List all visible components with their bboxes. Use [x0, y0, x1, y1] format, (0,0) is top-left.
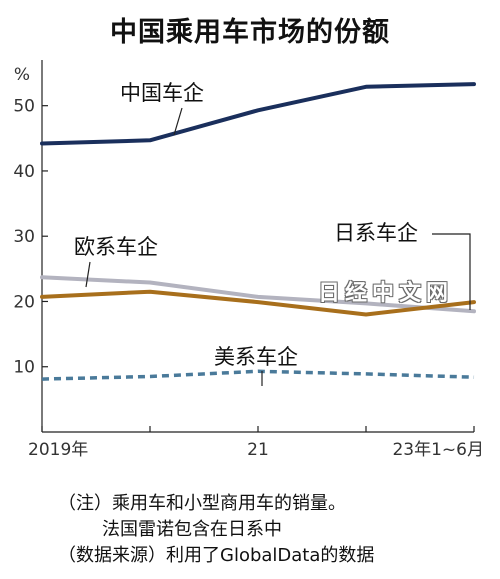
series-label-3-leader: [432, 233, 471, 310]
footnote-note-continued: 法国雷诺包含在日系中: [102, 519, 282, 540]
series-label-4: 美系车企: [214, 345, 298, 369]
y-tick-label: 30: [13, 227, 35, 247]
series-label-3: 日系车企: [334, 221, 418, 245]
series-line-4: [41, 369, 475, 381]
footnote-source: （数据来源）利用了GlobalData的数据: [58, 545, 375, 566]
y-tick-label: 50: [13, 97, 35, 117]
y-tick-label: 20: [13, 292, 35, 312]
x-tick-label: 2019年: [28, 440, 88, 460]
watermark-logo: 日经中文网: [318, 281, 454, 306]
series-line-1: [40, 82, 476, 146]
series-label-2-leader: [85, 261, 91, 288]
series-label-1-leader: [173, 107, 183, 136]
series-label-2: 欧系车企: [74, 235, 158, 259]
x-tick-label: 23年1~6月: [392, 440, 484, 460]
chart-title: 中国乘用车市场的份额: [110, 17, 390, 48]
series-label-1: 中国车企: [120, 81, 204, 105]
footnote-note: （注）乘用车和小型商用车的销量。: [58, 493, 346, 514]
y-tick-label: 10: [13, 358, 35, 378]
x-tick-label: 21: [247, 440, 269, 460]
chart-series: [40, 82, 476, 381]
y-axis-unit: %: [14, 65, 30, 85]
y-tick-label: 40: [13, 162, 35, 182]
chart-axes: 10 20 30 40 50% 2019年 21 23年1~6月: [13, 60, 484, 460]
